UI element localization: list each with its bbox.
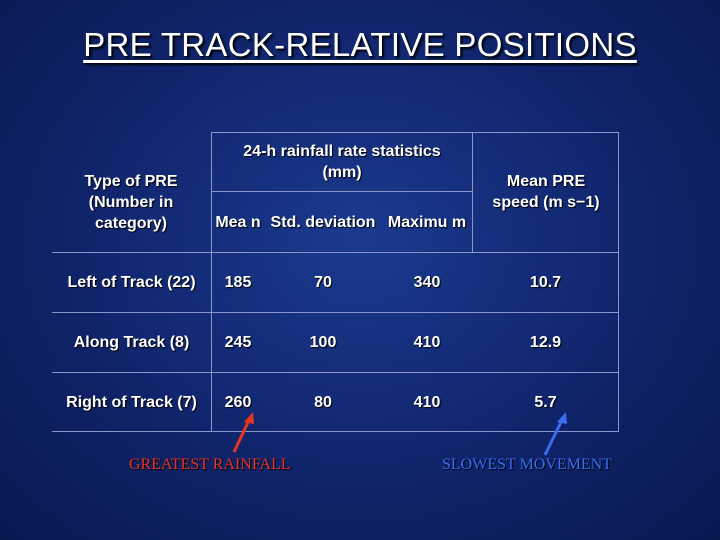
header-type: Type of PRE (Number in category) xyxy=(84,172,178,232)
cell-speed: 5.7 xyxy=(534,393,557,411)
row-type-right: Right of Track (7) xyxy=(66,393,197,411)
cell-max: 340 xyxy=(413,274,441,291)
slide-title: PRE TRACK-RELATIVE POSITIONS xyxy=(83,26,637,63)
cell-speed: 12.9 xyxy=(529,334,562,351)
cell-max: 410 xyxy=(413,334,441,351)
header-std: Std. deviation xyxy=(270,213,376,231)
row-type-along: Along Track (8) xyxy=(73,334,190,351)
grid-line xyxy=(211,132,212,432)
blue-arrow-icon xyxy=(543,417,565,456)
greatest-rainfall-note: GREATEST RAINFALL xyxy=(129,456,291,473)
cell-std: 80 xyxy=(314,393,332,411)
cell-speed: 10.7 xyxy=(529,274,562,291)
header-rainfall-group: 24-h rainfall rate statistics (mm) xyxy=(243,143,441,181)
cell-mean: 260 xyxy=(224,393,252,411)
cell-std: 100 xyxy=(309,334,337,351)
header-mean: Mea n xyxy=(215,213,261,231)
blue-arrowhead-icon xyxy=(557,412,567,424)
grid-line xyxy=(211,132,619,133)
cell-std: 70 xyxy=(314,274,332,291)
cell-max: 410 xyxy=(413,393,441,411)
grid-line xyxy=(211,191,472,192)
cell-mean: 185 xyxy=(224,274,252,291)
red-arrow-icon xyxy=(232,417,252,453)
grid-line xyxy=(52,312,619,313)
slowest-movement-note: SLOWEST MOVEMENT xyxy=(442,456,612,473)
grid-line xyxy=(472,132,473,252)
grid-line xyxy=(52,372,619,373)
grid-line xyxy=(52,252,619,253)
row-type-left: Left of Track (22) xyxy=(67,274,196,291)
statistics-table: Type of PRE (Number in category) 24-h ra… xyxy=(52,132,619,432)
grid-line xyxy=(618,132,619,432)
header-max: Maximu m xyxy=(387,213,467,231)
header-speed: Mean PRE speed (m s−1) xyxy=(492,173,600,211)
grid-line xyxy=(52,431,619,432)
red-arrowhead-icon xyxy=(244,412,254,424)
cell-mean: 245 xyxy=(224,334,252,351)
